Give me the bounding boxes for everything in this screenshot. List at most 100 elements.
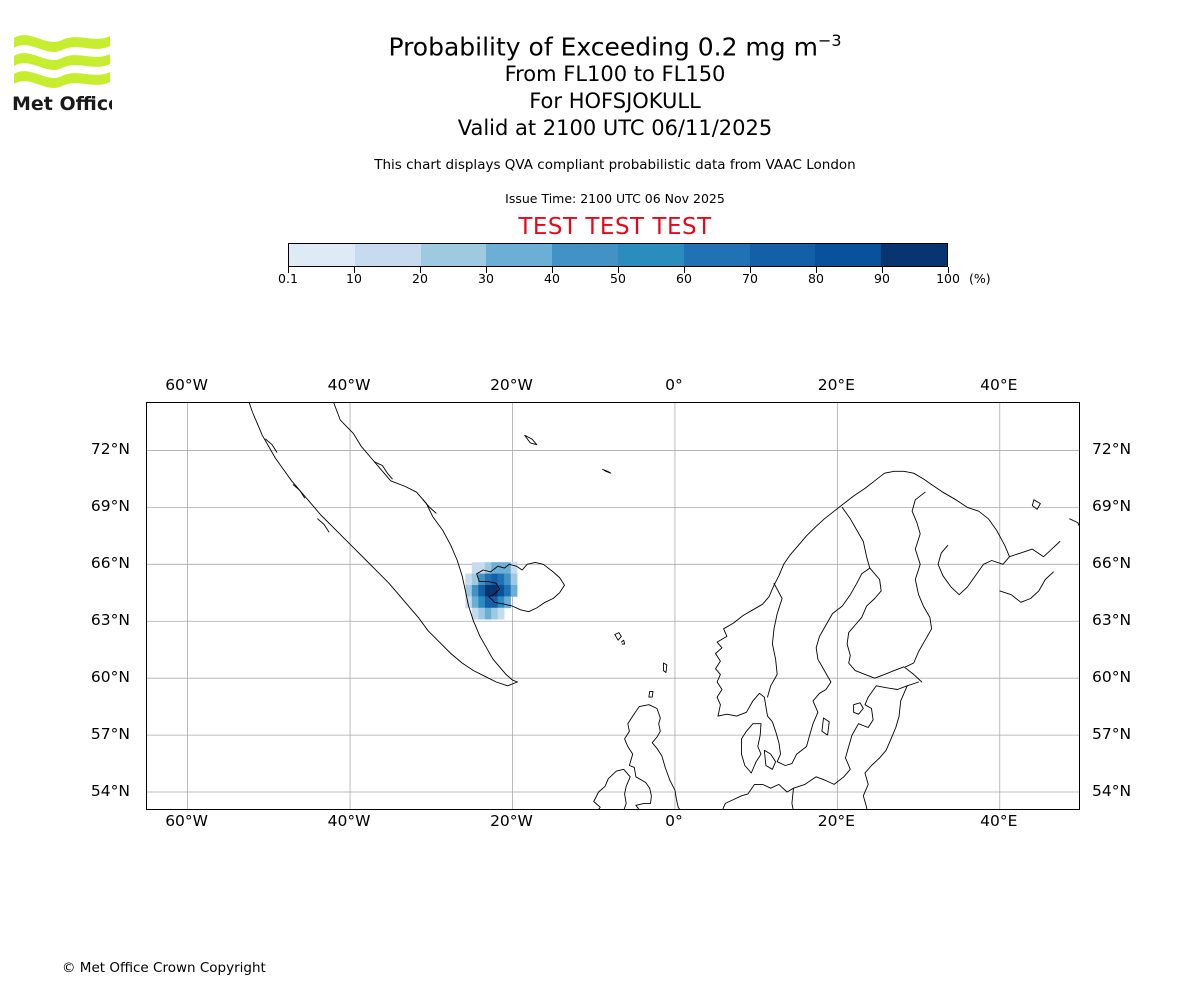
plume-cell <box>478 573 485 586</box>
lat-tick-label-4: 60°N <box>90 668 130 687</box>
plume-cell <box>497 584 505 597</box>
lat-tick-label-2: 66°N <box>90 554 130 573</box>
lat-tick-label-0: 72°N <box>1092 440 1132 459</box>
map-canvas <box>147 403 1079 809</box>
coastline-segment <box>791 787 794 809</box>
coastline-segment <box>931 484 1010 596</box>
copyright-footer: © Met Office Crown Copyright <box>62 960 266 976</box>
plume-cell <box>471 584 479 597</box>
colorbar-tick-4 <box>552 267 553 273</box>
logo-waves <box>14 35 110 88</box>
colorbar-tick-6 <box>684 267 685 273</box>
colorbar-tick-8 <box>816 267 817 273</box>
coastline-segment <box>767 582 783 698</box>
plume-cell <box>504 596 511 609</box>
met-office-logo-svg: Met Office <box>12 35 112 114</box>
colorbar-tick-labels: 0.1 10 20 30 40 50 60 70 80 90 100 <box>238 271 998 289</box>
coastline-segment <box>265 438 278 453</box>
issue-time: Issue Time: 2100 UTC 06 Nov 2025 <box>505 191 725 206</box>
plume-cell <box>497 573 505 586</box>
lat-tick-label-3: 63°N <box>1092 611 1132 630</box>
colorbar <box>288 243 948 267</box>
lon-tick-label-0: 60°W <box>165 376 208 394</box>
lat-tick-label-1: 69°N <box>90 497 130 516</box>
colorbar-gradient <box>288 243 948 267</box>
map-gridlines <box>147 403 1079 809</box>
colorbar-tick-0 <box>288 267 289 273</box>
coastline-segment <box>317 518 330 533</box>
lat-tick-label-2: 66°N <box>1092 554 1132 573</box>
colorbar-segment-6 <box>683 244 750 266</box>
coastline-segment <box>862 772 869 809</box>
plume-cell <box>478 607 485 620</box>
plume-cell <box>497 607 505 620</box>
colorbar-tick-label-0: 0.1 <box>278 271 298 286</box>
coastline-segment <box>333 403 518 683</box>
coastline-segment <box>999 571 1054 603</box>
colorbar-segment-7 <box>749 244 816 266</box>
colorbar-unit-label: (%) <box>969 271 991 286</box>
plume-cell <box>510 584 518 597</box>
lat-tick-label-6: 54°N <box>1092 782 1132 801</box>
plume-cell <box>465 573 472 586</box>
coastline-segment <box>1069 518 1079 527</box>
coastline-segment <box>422 499 437 514</box>
coastline-segment <box>717 567 923 766</box>
colorbar-tick-label-2: 20 <box>412 271 428 286</box>
colorbar-tick-label-1: 10 <box>346 271 362 286</box>
coastline-segment <box>1009 541 1061 558</box>
page-title-exponent: −3 <box>817 31 842 50</box>
flight-level-line: From FL100 to FL150 <box>504 62 726 86</box>
colorbar-tick-label-10: 100 <box>936 271 960 286</box>
page-title: Probability of Exceeding 0.2 mg m−3 <box>200 26 1030 62</box>
plume-cell <box>484 573 492 586</box>
lon-tick-label-1: 40°W <box>327 812 371 830</box>
coastline-segment <box>905 491 933 668</box>
coastline-segment <box>648 690 654 698</box>
coastline-segment <box>864 685 908 774</box>
coastline-segment <box>841 506 871 569</box>
plume-cell <box>484 562 492 574</box>
coastline-segment <box>614 632 622 641</box>
coastline-segment <box>715 470 933 717</box>
plume-cell <box>465 584 472 597</box>
coastlines <box>248 403 1079 809</box>
plume-cell <box>491 573 498 586</box>
colorbar-tick-1 <box>354 267 355 273</box>
qva-note: This chart displays QVA compliant probab… <box>374 157 856 173</box>
plume-cell <box>510 573 518 586</box>
coastline-segment <box>620 639 626 645</box>
plume-cell <box>491 562 498 574</box>
coastline-segment <box>248 403 518 687</box>
coastline-segment <box>1031 499 1041 510</box>
lon-tick-label-4: 20°E <box>817 376 855 394</box>
coastline-segment <box>373 461 393 480</box>
lon-tick-label-5: 40°E <box>980 812 1018 830</box>
coastline-segment <box>763 749 777 770</box>
colorbar-segment-5 <box>617 244 684 266</box>
plume-cell <box>465 596 472 609</box>
lat-tick-label-5: 57°N <box>90 725 130 744</box>
colorbar-tick-9 <box>882 267 883 273</box>
plume-cell <box>471 573 479 586</box>
met-office-logo: Met Office <box>12 26 112 114</box>
coastline-segment <box>741 723 762 774</box>
colorbar-ticks <box>288 267 949 275</box>
lat-tick-label-3: 63°N <box>90 611 130 630</box>
colorbar-segment-9 <box>881 244 947 266</box>
colorbar-tick-10 <box>948 267 949 273</box>
plume-cell <box>484 607 492 620</box>
colorbar-tick-label-4: 40 <box>544 271 560 286</box>
lon-tick-label-1: 40°W <box>327 376 371 394</box>
plume-cell <box>484 584 492 597</box>
lon-tick-label-2: 20°W <box>490 812 533 830</box>
valid-time-line: Valid at 2100 UTC 06/11/2025 <box>457 116 773 140</box>
lat-tick-label-4: 60°N <box>1092 668 1132 687</box>
coastline-segment <box>624 704 681 809</box>
plume-cell <box>484 596 492 609</box>
test-banner: TEST TEST TEST <box>518 214 712 240</box>
colorbar-segment-2 <box>420 244 487 266</box>
colorbar-tick-label-8: 80 <box>808 271 824 286</box>
coastline-segment <box>722 681 920 809</box>
colorbar-segment-1 <box>354 244 421 266</box>
